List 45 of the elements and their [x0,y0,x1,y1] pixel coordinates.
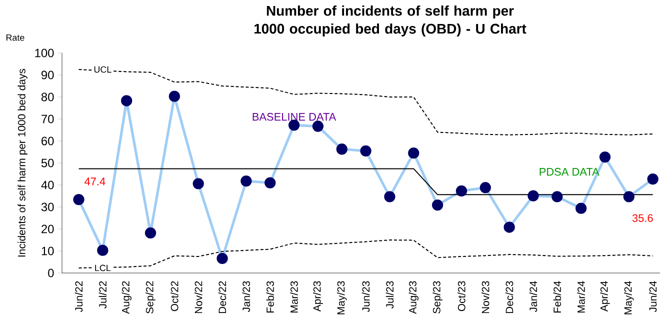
y-tick-label: 30 [41,202,54,212]
x-tick-label: Aug/22 [122,281,132,314]
x-tick-label: Jun/22 [74,281,83,312]
y-tick-label: 80 [41,92,54,102]
y-tick-label: 100 [35,48,54,58]
x-tick-label: Jan/24 [529,281,538,312]
x-tick-label: Dec/23 [505,281,514,314]
y-tick-label: 70 [42,114,54,124]
x-tick-label: Feb/24 [553,281,561,312]
annotation: PDSA DATA [540,168,600,176]
x-tick-label: Jun/24 [648,281,657,312]
x-tick-label: Aug/23 [408,281,419,314]
x-tick-label: Jun/23 [362,281,370,312]
x-tick-label: Feb/23 [266,281,274,312]
y-tick-label: 0 [48,268,54,278]
x-tick-label: Nov/23 [482,281,490,314]
x-tick-label: Apr/23 [313,281,323,312]
x-tick-label: May/24 [624,281,634,314]
x-tick-label: Apr/24 [600,281,610,312]
x-tick-label: Jan/23 [242,281,250,312]
y-tick-label: 20 [42,224,54,234]
chart-title: Number of incidents of self harm per 1000 occupied bed days (OBD) - U Chart [254,6,526,36]
x-tick-label: May/23 [337,281,347,314]
y-tick-label: 50 [41,158,54,168]
x-tick-label: Mar/23 [290,281,298,312]
annotation: 35.6 [632,214,653,222]
x-tick-label: Oct/22 [170,281,178,312]
y-tick-label: 60 [42,136,54,146]
x-tick-label: Dec/22 [218,281,226,314]
x-tick-label: Sep/22 [146,281,156,314]
y-axis-title: Incidents of self harm per 1000 bed days [18,68,28,257]
y-tick-label: 90 [41,70,54,80]
annotation: BASELINE DATA [252,112,336,121]
x-tick-label: Mar/24 [577,281,585,312]
y-tick-label: 10 [42,246,54,256]
y-tick-label: 40 [41,180,54,190]
annotation: 47.4 [84,178,106,186]
annotation: UCL [94,66,112,73]
text: Rate [6,34,24,41]
annotation: LCL [95,264,111,272]
x-tick-label: Oct/23 [458,281,466,312]
x-tick-label: Jul/23 [386,281,394,309]
x-tick-label: Nov/22 [194,281,202,314]
x-tick-label: Jul/22 [98,281,107,309]
x-tick-label: Sep/23 [432,281,442,314]
